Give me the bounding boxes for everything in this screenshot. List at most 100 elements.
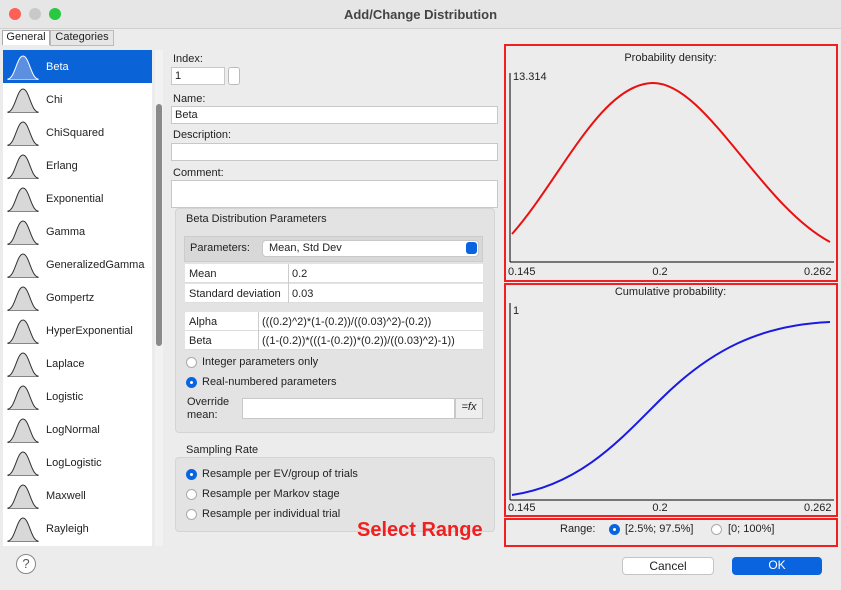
radio[interactable] — [186, 357, 197, 368]
radio-label[interactable]: [2.5%; 97.5%] — [625, 523, 694, 535]
x-tick-label: 0.262 — [804, 502, 832, 514]
list-item-label[interactable]: Maxwell — [46, 490, 86, 502]
distribution-icon — [7, 385, 39, 410]
stepper[interactable] — [228, 67, 240, 85]
y-max-label: 1 — [513, 305, 520, 317]
list-item-label[interactable]: LogLogistic — [46, 457, 102, 469]
select-arrow[interactable] — [466, 242, 477, 254]
radio[interactable] — [186, 469, 197, 480]
list-item-label[interactable]: LogNormal — [46, 424, 100, 436]
radio-label[interactable]: [0; 100%] — [728, 523, 775, 535]
table-cell: Mean — [189, 268, 217, 280]
distribution-icon — [7, 187, 39, 212]
distribution-icon — [7, 154, 39, 179]
table-cell: 0.2 — [292, 268, 308, 280]
table-cell: Beta — [189, 335, 212, 347]
radio[interactable] — [186, 377, 197, 388]
group-title: Sampling Rate — [186, 444, 259, 456]
radio[interactable] — [609, 524, 620, 535]
table-cell: (((0.2)^2)*(1-(0.2))/((0.03)^2)-(0.2)) — [262, 316, 432, 328]
label: Name: — [173, 93, 206, 105]
table-row — [185, 331, 483, 350]
distribution-icon — [7, 352, 39, 377]
table-row — [185, 312, 483, 331]
highlight-box — [504, 518, 838, 547]
formula-button[interactable]: =fx — [455, 398, 483, 419]
highlight-box — [504, 283, 838, 517]
list-item-label[interactable]: Beta — [46, 61, 69, 73]
comment-input[interactable] — [171, 180, 498, 208]
list-item-label[interactable]: Exponential — [46, 193, 104, 205]
table-divider — [258, 312, 259, 350]
radio-label[interactable]: Real-numbered parameters — [202, 376, 337, 388]
table-divider — [288, 264, 289, 303]
table-row — [185, 264, 483, 283]
label: Comment: — [173, 167, 224, 179]
radio-label[interactable]: Integer parameters only — [202, 356, 319, 368]
x-tick-label: 0.145 — [508, 502, 536, 514]
list-item-label[interactable]: HyperExponential — [46, 325, 133, 337]
radio[interactable] — [186, 489, 197, 500]
name-input[interactable]: Beta — [171, 106, 498, 124]
x-tick-label: 0.262 — [804, 266, 832, 278]
distribution-icon — [7, 286, 39, 311]
plot-title: Probability density: — [624, 52, 717, 64]
list-item-label[interactable]: Gompertz — [46, 292, 95, 304]
tab[interactable]: General — [2, 30, 50, 45]
radio-label[interactable]: Resample per individual trial — [202, 508, 341, 520]
close-button[interactable] — [9, 8, 21, 20]
distribution-icon — [7, 55, 39, 80]
zoom-button[interactable] — [49, 8, 61, 20]
list-item-label[interactable]: ChiSquared — [46, 127, 105, 139]
plot-title: Cumulative probability: — [614, 286, 727, 298]
table-cell: ((1-(0.2))*(((1-(0.2))*(0.2))/((0.03)^2)… — [262, 335, 455, 347]
distribution-icon — [7, 88, 39, 113]
minimize-button[interactable] — [29, 8, 41, 20]
scroll-thumb[interactable] — [156, 104, 162, 346]
table-cell: Alpha — [189, 316, 218, 328]
table-cell: 0.03 — [292, 288, 314, 300]
ok-button[interactable]: OK — [732, 557, 822, 575]
x-tick-label: 0.2 — [652, 502, 668, 514]
list-item-label[interactable]: Gamma — [46, 226, 86, 238]
list-item-label[interactable]: Chi — [46, 94, 63, 106]
label: Index: — [173, 53, 203, 65]
distribution-icon — [7, 253, 39, 278]
override-input[interactable] — [242, 398, 455, 419]
cumulative-curve — [511, 321, 831, 496]
parameters-select[interactable]: Mean, Std Dev — [262, 240, 479, 257]
x-tick-label: 0.2 — [652, 266, 668, 278]
table-row — [185, 284, 483, 303]
radio[interactable] — [711, 524, 722, 535]
distribution-icon — [7, 451, 39, 476]
radio-label[interactable]: Resample per EV/group of trials — [202, 468, 358, 480]
table-cell: Standard deviation — [189, 288, 281, 300]
distribution-icon — [7, 418, 39, 443]
window-title: Add/Change Distribution — [343, 7, 498, 22]
label: Parameters: — [190, 242, 250, 254]
list-item-label[interactable]: GeneralizedGamma — [46, 259, 145, 271]
tab[interactable]: Categories — [50, 30, 114, 46]
index-input[interactable]: 1 — [171, 67, 225, 85]
label: Range: — [560, 523, 596, 535]
help-button[interactable]: ? — [16, 554, 36, 574]
distribution-icon — [7, 484, 39, 509]
radio[interactable] — [186, 509, 197, 520]
cancel-button[interactable]: Cancel — [622, 557, 714, 575]
list-item-label[interactable]: Erlang — [46, 160, 78, 172]
distribution-icon — [7, 517, 39, 542]
annotation: Select Range — [357, 519, 483, 541]
radio-label[interactable]: Resample per Markov stage — [202, 488, 340, 500]
distribution-icon — [7, 220, 39, 245]
list-item-label[interactable]: Laplace — [46, 358, 85, 370]
x-tick-label: 0.145 — [508, 266, 536, 278]
distribution-icon — [7, 319, 39, 344]
description-input[interactable] — [171, 143, 498, 161]
distribution-icon — [7, 121, 39, 146]
list-item-label[interactable]: Logistic — [46, 391, 84, 403]
y-max-label: 13.314 — [513, 71, 547, 83]
list-item-label[interactable]: Rayleigh — [46, 523, 89, 535]
label: Description: — [173, 129, 232, 141]
